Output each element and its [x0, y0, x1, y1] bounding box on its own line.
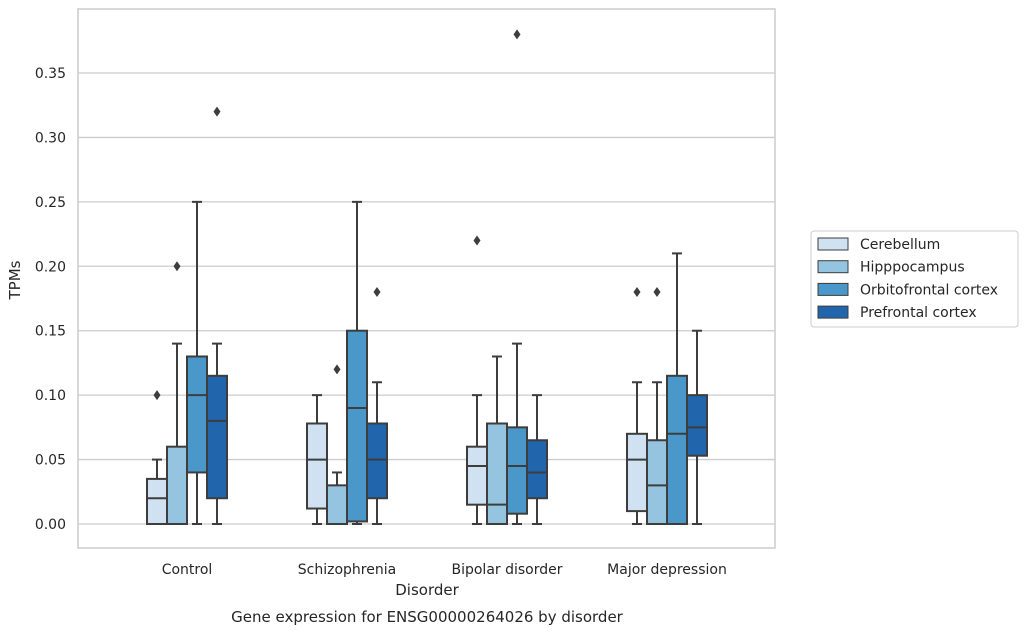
- series-orbitofrontal-cortex: [186, 29, 688, 526]
- box-body: [526, 439, 548, 500]
- outlier-point: [153, 390, 161, 401]
- y-tick-label: 0.00: [35, 517, 66, 533]
- outlier-point: [173, 261, 181, 272]
- x-axis-label: Disorder: [395, 581, 459, 599]
- box-layer: [146, 29, 708, 526]
- box-plot: [346, 200, 368, 525]
- x-tick-label: Control: [162, 562, 213, 578]
- box-body: [626, 432, 648, 513]
- legend-frame: [810, 230, 1019, 328]
- box-plot: [646, 287, 668, 525]
- y-axis-label: TPMs: [6, 260, 24, 300]
- box-plot: [186, 200, 208, 525]
- x-tick-label: Bipolar disorder: [451, 562, 562, 578]
- legend-swatch: [817, 237, 849, 251]
- y-tick-label: 0.10: [35, 388, 66, 404]
- box-plot: [486, 355, 508, 525]
- y-tick-label: 0.20: [35, 259, 66, 275]
- legend: Cerebellum Hipppocampus Orbitofrontal cort…: [810, 230, 1019, 328]
- box-body: [686, 394, 708, 457]
- box-body: [506, 426, 528, 515]
- legend-swatch: [817, 305, 849, 319]
- legend-item: Cerebellum: [817, 237, 940, 253]
- box-plot: [666, 252, 688, 526]
- outlier-point: [513, 29, 521, 40]
- box-plot: [626, 287, 648, 525]
- box-body: [166, 445, 188, 525]
- outlier-point: [213, 106, 221, 117]
- series-cerebellum: [146, 235, 648, 525]
- x-tick-label: Schizophrenia: [298, 562, 396, 578]
- x-tick-label: Major depression: [607, 562, 727, 578]
- box-body: [646, 439, 668, 525]
- box-body: [346, 329, 368, 523]
- outlier-point: [333, 364, 341, 375]
- legend-swatch: [817, 260, 849, 274]
- y-tick-label: 0.35: [35, 66, 66, 82]
- y-tick-label: 0.15: [35, 324, 66, 340]
- legend-item: Hipppocampus: [817, 260, 965, 276]
- series-hipppocampus: [166, 261, 668, 526]
- outlier-point: [633, 287, 641, 298]
- box-body: [486, 422, 508, 525]
- box-body: [326, 484, 348, 526]
- outlier-point: [653, 287, 661, 298]
- series-prefrontal-cortex: [206, 106, 708, 525]
- box-body: [206, 374, 228, 500]
- box-body: [306, 422, 328, 510]
- box-body: [186, 355, 208, 474]
- legend-swatch: [817, 282, 849, 296]
- box-plot: [526, 394, 548, 525]
- legend-label: Orbitofrontal cortex: [860, 282, 998, 298]
- box-body: [366, 422, 388, 500]
- y-tick-labels: 0.00 0.05 0.10 0.15 0.20 0.25 0.30 0.35: [35, 66, 66, 533]
- legend-label: Hipppocampus: [860, 260, 965, 276]
- box-plot: [306, 394, 328, 525]
- box-plot: [326, 364, 348, 526]
- box-plot: [506, 29, 528, 525]
- x-tick-labels: Control Schizophrenia Bipolar disorder Majo…: [162, 562, 727, 578]
- box-plot: [206, 106, 228, 525]
- y-tick-label: 0.30: [35, 130, 66, 146]
- box-plot: [146, 390, 168, 525]
- plot-frame: [77, 8, 776, 549]
- chart-caption: Gene expression for ENSG00000264026 by d…: [231, 608, 624, 626]
- outlier-point: [373, 287, 381, 298]
- box-plot: [686, 329, 708, 525]
- box-body: [146, 477, 168, 525]
- box-plot: [366, 287, 388, 525]
- box-body: [466, 445, 488, 506]
- box-plot: [466, 235, 488, 525]
- legend-label: Cerebellum: [860, 237, 940, 253]
- legend-item: Prefrontal cortex: [817, 305, 977, 321]
- y-tick-label: 0.25: [35, 195, 66, 211]
- outlier-point: [473, 235, 481, 246]
- box-body: [666, 374, 688, 526]
- legend-label: Prefrontal cortex: [860, 305, 977, 321]
- y-tick-label: 0.05: [35, 453, 66, 469]
- legend-item: Orbitofrontal cortex: [817, 282, 998, 298]
- box-plot: [166, 261, 188, 525]
